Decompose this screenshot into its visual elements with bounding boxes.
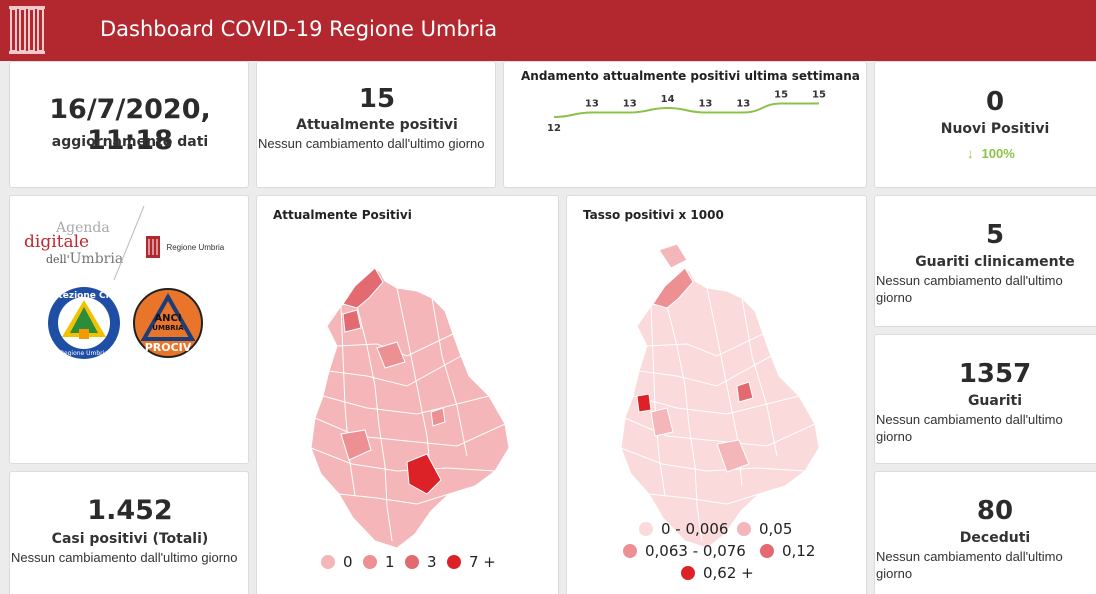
casi-totali-value: 1.452 xyxy=(87,495,173,526)
trend-data-label: 13 xyxy=(736,99,750,110)
attualmente-positivi-label: Attualmente positivi xyxy=(296,117,458,133)
trend-title: Andamento attualmente positivi ultima se… xyxy=(521,69,860,83)
legend-swatch xyxy=(363,555,377,569)
deceduti-value: 80 xyxy=(976,496,1014,526)
agenda-digitale-logo: Agenda digitale dell'Umbria xyxy=(24,220,124,267)
umbria-positivi-map[interactable] xyxy=(257,236,559,556)
trend-series-line xyxy=(553,102,819,118)
legend-item: 7 + xyxy=(447,553,496,571)
umbria-tasso-map[interactable] xyxy=(567,236,867,556)
trend-data-label: 13 xyxy=(623,99,637,110)
legend-item: 0,063 - 0,076 xyxy=(623,542,746,560)
trend-data-label: 15 xyxy=(812,90,826,101)
legend-swatch xyxy=(737,522,751,536)
legend-item: 0,05 xyxy=(737,520,792,538)
trend-data-label: 12 xyxy=(547,123,561,134)
regione-umbria-small-logo: Regione Umbria xyxy=(146,236,224,258)
nuovi-positivi-label: Nuovi Positivi xyxy=(940,121,1050,137)
logos-card: Agenda digitale dell'Umbria Regione Umbr… xyxy=(9,195,249,464)
deceduti-label: Deceduti xyxy=(959,530,1031,546)
guariti-label: Guariti xyxy=(967,393,1023,409)
trend-data-label: 14 xyxy=(661,94,675,105)
guariti-value: 1357 xyxy=(958,359,1032,389)
legend-swatch xyxy=(447,555,461,569)
deceduti-card: 80 Deceduti Nessun cambiamento dall'ulti… xyxy=(874,471,1096,594)
map-tasso-card: Tasso positivi x 1000 0 - 0,006 0,05 0,0… xyxy=(566,195,867,594)
guariti-clinicamente-card: 5 Guariti clinicamente Nessun cambiament… xyxy=(874,195,1096,327)
svg-text:UMBRIA: UMBRIA xyxy=(152,324,184,332)
svg-text:Protezione Civile: Protezione Civile xyxy=(46,291,122,301)
map-tasso-title: Tasso positivi x 1000 xyxy=(583,208,724,222)
update-card: 16/7/2020, 11:18 aggiornamento dati xyxy=(9,61,249,188)
svg-text:PROCIV: PROCIV xyxy=(145,341,192,354)
page-title: Dashboard COVID-19 Regione Umbria xyxy=(100,17,498,41)
trend-card: Andamento attualmente positivi ultima se… xyxy=(503,61,867,188)
guariti-card: 1357 Guariti Nessun cambiamento dall'ult… xyxy=(874,334,1096,464)
legend-item: 0 xyxy=(321,553,353,571)
legend-item: 0 - 0,006 xyxy=(639,520,728,538)
legend-item: 0,62 + xyxy=(681,564,754,582)
svg-text:Regione Umbria: Regione Umbria xyxy=(60,350,108,357)
attualmente-positivi-card: 15 Attualmente positivi Nessun cambiamen… xyxy=(256,61,496,188)
deceduti-delta: Nessun cambiamento dall'ultimo giorno xyxy=(876,549,1063,581)
map-tasso-legend: 0 - 0,006 0,05 0,063 - 0,076 0,12 0,62 + xyxy=(623,520,863,584)
map-positivi-legend: 0 1 3 7 + xyxy=(321,553,551,573)
legend-swatch xyxy=(639,522,653,536)
nuovi-positivi-card: 0 Nuovi Positivi ↓ 100% xyxy=(874,61,1096,188)
update-datetime: 16/7/2020, 11:18 xyxy=(49,94,211,156)
legend-item: 1 xyxy=(363,553,395,571)
map-positivi-card: Attualmente Positivi 0 1 3 7 + xyxy=(256,195,559,594)
anci-umbria-prociv-logo: ANCI UMBRIA PROCIV xyxy=(133,288,203,358)
guariti-clinicamente-value: 5 xyxy=(985,220,1005,250)
svg-text:ANCI: ANCI xyxy=(154,313,181,324)
map-positivi-title: Attualmente Positivi xyxy=(273,208,412,222)
divider-slash xyxy=(113,205,145,281)
legend-swatch xyxy=(623,544,637,558)
trend-data-label: 13 xyxy=(698,99,712,110)
casi-totali-label: Casi positivi (Totali) xyxy=(51,531,209,547)
protezione-civile-logo: Protezione Civile Regione Umbria xyxy=(46,287,122,359)
regione-umbria-logo-icon xyxy=(9,6,45,54)
casi-totali-delta: Nessun cambiamento dall'ultimo giorno xyxy=(11,550,238,565)
regione-umbria-icon xyxy=(146,236,160,258)
legend-swatch xyxy=(760,544,774,558)
header-bar: Dashboard COVID-19 Regione Umbria xyxy=(0,0,1096,61)
attualmente-positivi-delta: Nessun cambiamento dall'ultimo giorno xyxy=(258,136,485,151)
nuovi-positivi-change: ↓ 100% xyxy=(967,146,1015,161)
guariti-clinicamente-delta: Nessun cambiamento dall'ultimo giorno xyxy=(876,273,1063,305)
trend-data-label: 15 xyxy=(774,90,788,101)
update-label: aggiornamento dati xyxy=(51,134,209,150)
legend-swatch xyxy=(681,566,695,580)
arrow-down-icon: ↓ xyxy=(967,146,974,161)
legend-item: 3 xyxy=(405,553,437,571)
guariti-delta: Nessun cambiamento dall'ultimo giorno xyxy=(876,412,1063,444)
legend-item: 0,12 xyxy=(760,542,815,560)
trend-data-label: 13 xyxy=(585,99,599,110)
legend-swatch xyxy=(405,555,419,569)
trend-line-chart: 12 13 13 14 13 13 15 15 xyxy=(547,90,826,135)
casi-totali-card: 1.452 Casi positivi (Totali) Nessun camb… xyxy=(9,471,249,594)
guariti-clinicamente-label: Guariti clinicamente xyxy=(915,254,1075,270)
nuovi-positivi-change-value: 100% xyxy=(981,146,1015,161)
nuovi-positivi-value: 0 xyxy=(985,87,1005,117)
legend-swatch xyxy=(321,555,335,569)
attualmente-positivi-value: 15 xyxy=(358,84,396,114)
